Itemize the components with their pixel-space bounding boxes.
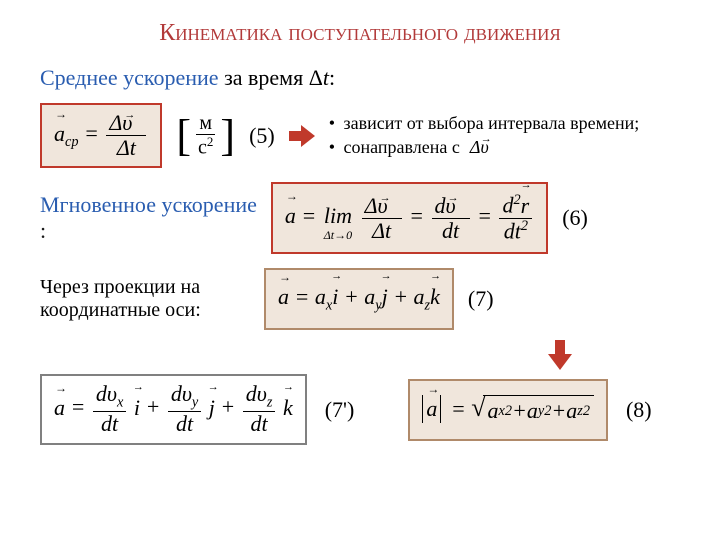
instant-accel-label: Мгновенное ускорение: [40,192,257,244]
row-bottom: a→ = dυxdt i→ + dυydt j→ + dυzdt k→ (7')… [40,374,680,444]
formula-8: a→ = √ ax2 + ay2 + az2 [408,379,608,441]
arrow-right-icon [289,125,315,147]
note-2: • сонаправлена с Δυ→ [329,136,640,159]
row-eq6: Мгновенное ускорение: a→ = lim Δt→0 Δυ→ … [40,182,680,254]
units-5: [ м с2 ] [176,112,235,159]
colon-1: : [329,65,335,90]
eqnum-7: (7) [468,286,494,312]
arrow-down-icon [548,340,572,370]
row-eq7: Через проекции на координатные оси: a→ =… [40,268,680,330]
arrow-down-wrap [440,340,680,370]
eqnum-7p: (7') [325,397,355,423]
avg-accel-label: Среднее ускорение [40,65,224,90]
proj-label: Через проекции на координатные оси: [40,276,250,322]
slide-root: Кинематика поступательного движения Сред… [0,0,720,465]
row-eq5: a→ср = Δυ→ Δt [ м с2 ] (5) • зависит от … [40,103,680,168]
formula-7p: a→ = dυxdt i→ + dυydt j→ + dυzdt k→ [40,374,307,444]
eqnum-8: (8) [626,397,652,423]
avg-accel-suffix: за время Δ [224,65,323,90]
page-title: Кинематика поступательного движения [40,20,680,47]
avg-accel-heading: Среднее ускорение за время Δt: [40,65,680,91]
formula-5: a→ср = Δυ→ Δt [40,103,162,168]
formula-7: a→ = axi→ + ayj→ + azk→ [264,268,454,330]
eq5-notes: • зависит от выбора интервала времени; •… [329,112,640,159]
formula-6: a→ = lim Δt→0 Δυ→ Δt = dυ→ dt = d2r→ [271,182,548,254]
eqnum-6: (6) [562,205,588,231]
eqnum-5: (5) [249,123,275,149]
